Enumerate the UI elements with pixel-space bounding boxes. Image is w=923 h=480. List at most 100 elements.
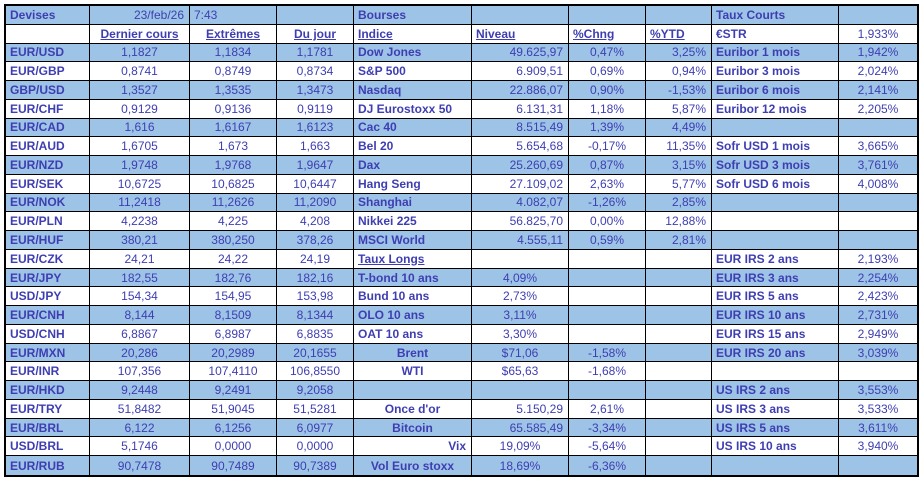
empty-cell — [646, 268, 712, 288]
taux-court-value: 2,024% — [839, 62, 917, 82]
empty-cell — [646, 249, 712, 269]
empty-cell — [472, 6, 569, 25]
taux-court-value: 1,933% — [839, 25, 917, 44]
du-jour-value-text: 378,26 — [296, 232, 334, 247]
empty-cell — [839, 362, 917, 382]
index-ytd-text: 5,87% — [671, 101, 706, 116]
taux-court-value-text: 3,761% — [857, 157, 899, 172]
index-label: S&P 500 — [354, 62, 472, 82]
col-header-extremes-text: Extrêmes — [205, 26, 261, 41]
extremes-value: 8,1509 — [190, 306, 277, 325]
empty-cell — [569, 306, 646, 325]
empty-cell — [839, 118, 917, 138]
dernier-cours-value-text: 182,55 — [121, 270, 158, 285]
dernier-cours-value: 6,122 — [90, 418, 190, 438]
commodity-chng-text: 2,61% — [589, 401, 625, 416]
dernier-cours-value: 4,2238 — [90, 212, 190, 232]
taux-court-value-text: 3,665% — [857, 139, 899, 154]
du-jour-value-text: 0,0000 — [296, 439, 334, 454]
index-chng-text: 2,63% — [589, 176, 625, 191]
index-label: Dax — [354, 156, 472, 175]
date-label-text: 23/feb/26 — [133, 7, 184, 22]
taux-court-value: 2,193% — [839, 250, 917, 269]
currency-pair-label-text: EUR/HKD — [10, 383, 65, 398]
index-chng: -0,17% — [569, 137, 646, 157]
col-header-indice: Indice — [354, 24, 472, 44]
dernier-cours-value-text: 1,9748 — [121, 157, 158, 172]
index-ytd: 2,81% — [646, 231, 712, 250]
du-jour-value: 8,1344 — [277, 306, 354, 325]
date-label: 23/feb/26 — [90, 6, 190, 25]
du-jour-value: 9,2058 — [277, 381, 354, 400]
index-label-text: Bel 20 — [358, 139, 394, 154]
taux-courts-section-title: Taux Courts — [712, 6, 839, 25]
dernier-cours-value-text: 51,8482 — [117, 401, 162, 416]
taux-court-label: Euribor 3 mois — [712, 62, 839, 82]
commodity-niveau-text: 19,09% — [499, 439, 541, 454]
taux-court-label: €STR — [712, 24, 839, 44]
taux-long-value-text: 3,30% — [502, 326, 538, 341]
dernier-cours-value: 1,1827 — [90, 43, 190, 63]
index-ytd: 2,85% — [646, 193, 712, 213]
col-header-extremes: Extrêmes — [190, 24, 277, 44]
du-jour-value: 1,6123 — [277, 118, 354, 138]
col-header-chng: %Chng — [569, 24, 646, 44]
bourses-section-title-text: Bourses — [358, 7, 407, 22]
dernier-cours-value: 20,286 — [90, 343, 190, 363]
taux-long-value-text: 2,73% — [502, 289, 538, 304]
du-jour-value-text: 1,6123 — [296, 120, 334, 135]
taux-long-label: Bund 10 ans — [354, 287, 472, 307]
index-niveau: 56.825,70 — [472, 212, 569, 232]
currency-pair-label: EUR/CHF — [6, 99, 90, 119]
taux-court-label: US IRS 3 ans — [712, 399, 839, 419]
index-label: Shanghai — [354, 193, 472, 213]
commodity-chng-text: -1,68% — [587, 364, 627, 379]
du-jour-value: 1,663 — [277, 137, 354, 157]
extremes-value-text: 20,2989 — [211, 345, 255, 360]
index-chng-text: -0,17% — [587, 139, 627, 154]
taux-long-value: 4,09% — [472, 268, 569, 288]
extremes-value-text: 1,6167 — [214, 120, 252, 135]
index-niveau: 49.625,97 — [472, 43, 569, 63]
currency-pair-label: EUR/JPY — [6, 268, 90, 288]
du-jour-value-text: 1,3473 — [296, 82, 334, 97]
index-chng: 0,87% — [569, 156, 646, 175]
taux-court-value: 2,205% — [839, 100, 917, 119]
currency-pair-label-text: USD/JPY — [10, 289, 62, 304]
commodity-chng: -6,36% — [569, 456, 646, 475]
index-label: DJ Eurostoxx 50 — [354, 99, 472, 119]
du-jour-value: 182,16 — [277, 268, 354, 288]
commodity-niveau-text: 65.585,49 — [509, 420, 563, 435]
index-chng-text: -1,26% — [587, 195, 627, 210]
index-chng: 0,59% — [569, 231, 646, 250]
currency-pair-label: EUR/TRY — [6, 399, 90, 419]
taux-court-value: 2,254% — [839, 268, 917, 288]
empty-cell — [569, 249, 646, 269]
taux-court-value: 3,665% — [839, 137, 917, 157]
dernier-cours-value-text: 107,356 — [117, 364, 162, 379]
currency-pair-label-text: EUR/INR — [10, 364, 60, 379]
currency-pair-label: USD/CNH — [6, 324, 90, 344]
devises-section-title: Devises — [6, 6, 90, 25]
currency-pair-label: EUR/BRL — [6, 418, 90, 438]
taux-court-value: 2,731% — [839, 306, 917, 325]
index-ytd-text: 12,88% — [665, 214, 706, 229]
col-header-du-jour: Du jour — [277, 24, 354, 44]
index-label: Nasdaq — [354, 81, 472, 100]
index-niveau: 4.082,07 — [472, 193, 569, 213]
index-chng: -1,26% — [569, 193, 646, 213]
du-jour-value-text: 9,2058 — [296, 383, 334, 398]
index-ytd: 0,94% — [646, 62, 712, 82]
dernier-cours-value: 6,8867 — [90, 324, 190, 344]
index-label-text: DJ Eurostoxx 50 — [358, 101, 453, 116]
taux-long-label-text: OAT 10 ans — [358, 326, 424, 341]
empty-cell — [277, 6, 354, 25]
index-chng-text: 0,47% — [589, 45, 625, 60]
index-niveau-text: 27.109,02 — [509, 176, 563, 191]
index-niveau-text: 4.082,07 — [516, 195, 563, 210]
dernier-cours-value: 154,34 — [90, 287, 190, 307]
du-jour-value: 4,208 — [277, 212, 354, 232]
empty-cell — [712, 193, 839, 213]
index-ytd: 5,77% — [646, 174, 712, 194]
extremes-value: 0,9136 — [190, 99, 277, 119]
